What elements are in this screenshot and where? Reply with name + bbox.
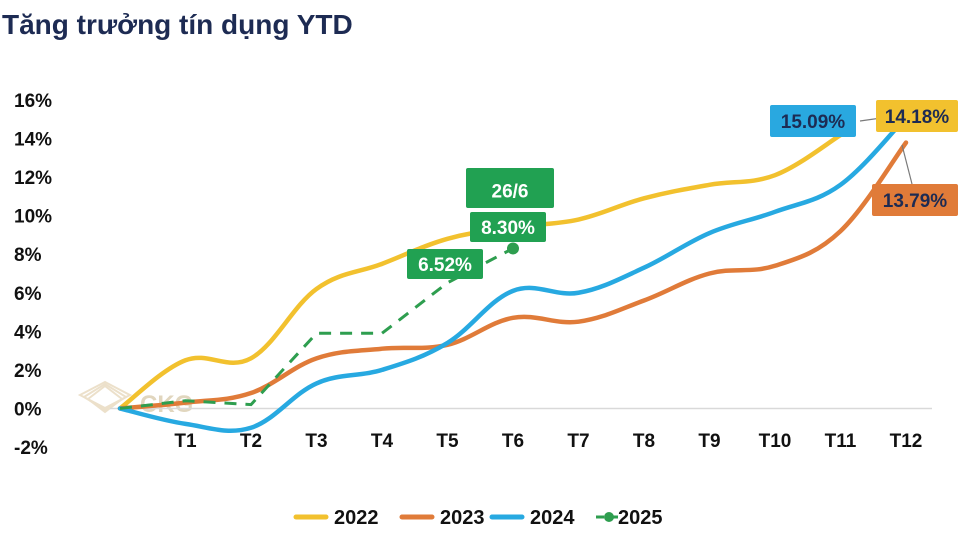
y-tick-label: 12% bbox=[14, 168, 52, 189]
x-tick-label: T2 bbox=[240, 431, 262, 452]
annotation-label: 6.52% bbox=[407, 249, 483, 279]
x-tick-label: T5 bbox=[436, 431, 459, 452]
legend-label: 2023 bbox=[440, 507, 485, 529]
y-tick-label: 6% bbox=[14, 284, 42, 305]
legend-label: 2024 bbox=[530, 507, 575, 529]
series-line-2024 bbox=[117, 115, 909, 433]
series-lines bbox=[117, 115, 909, 433]
y-tick-label: 8% bbox=[14, 245, 42, 266]
legend-item-2023: 2023 bbox=[399, 507, 485, 529]
svg-text:8.30%: 8.30% bbox=[481, 218, 535, 239]
annotation-label: 14.18% bbox=[876, 100, 958, 132]
series-line-2023 bbox=[117, 140, 909, 411]
legend-item-2022: 2022 bbox=[293, 507, 379, 529]
annotation-label: 13.79% bbox=[872, 184, 958, 216]
y-tick-label: 14% bbox=[14, 130, 52, 151]
x-tick-label: T10 bbox=[759, 431, 792, 452]
legend-label: 2022 bbox=[334, 507, 379, 529]
y-tick-label: -2% bbox=[14, 438, 48, 459]
legend-label: 2025 bbox=[618, 507, 663, 529]
y-tick-label: 10% bbox=[14, 207, 52, 228]
series-line-2025 bbox=[119, 247, 514, 410]
legend: 2022 2023 2024 2025 bbox=[293, 507, 663, 529]
x-tick-label: T12 bbox=[890, 431, 923, 452]
x-tick-label: T8 bbox=[633, 431, 655, 452]
svg-text:6.52%: 6.52% bbox=[418, 255, 472, 276]
x-tick-label: T11 bbox=[825, 431, 857, 452]
y-tick-label: 2% bbox=[14, 361, 42, 382]
svg-text:15.09%: 15.09% bbox=[781, 112, 846, 133]
chart-title: Tăng trưởng tín dụng YTD bbox=[2, 9, 353, 40]
annotations: 26/6 8.30% 6.52% 15.09% 14.18% 13.79% bbox=[407, 100, 958, 279]
legend-item-2024: 2024 bbox=[489, 507, 575, 529]
x-tick-label: T9 bbox=[698, 431, 720, 452]
annotation-label: 15.09% bbox=[770, 105, 856, 137]
annotation-label: 8.30% bbox=[470, 212, 546, 242]
series-end-point-2025 bbox=[507, 242, 519, 255]
y-tick-label: 16% bbox=[14, 91, 52, 112]
x-tick-label: T7 bbox=[567, 431, 589, 452]
svg-text:14.18%: 14.18% bbox=[885, 107, 950, 128]
annotation-label: 26/6 bbox=[466, 168, 554, 208]
x-tick-label: T1 bbox=[174, 431, 197, 452]
svg-text:26/6: 26/6 bbox=[492, 181, 529, 202]
connector-line bbox=[901, 144, 913, 185]
axes: 16% 14% 12% 10% 8% 6% 4% 2% 0% -2% T1 T2 T3 T4 T5 T6 T7 T… bbox=[14, 91, 932, 459]
y-tick-label: 4% bbox=[14, 322, 42, 343]
legend-item-2025: 2025 bbox=[596, 507, 663, 529]
watermark-logo-icon bbox=[77, 380, 133, 414]
x-tick-label: T3 bbox=[305, 431, 327, 452]
y-tick-label: 0% bbox=[14, 399, 42, 420]
x-tick-label: T4 bbox=[371, 431, 394, 452]
svg-text:13.79%: 13.79% bbox=[883, 191, 948, 212]
x-tick-label: T6 bbox=[502, 431, 524, 452]
